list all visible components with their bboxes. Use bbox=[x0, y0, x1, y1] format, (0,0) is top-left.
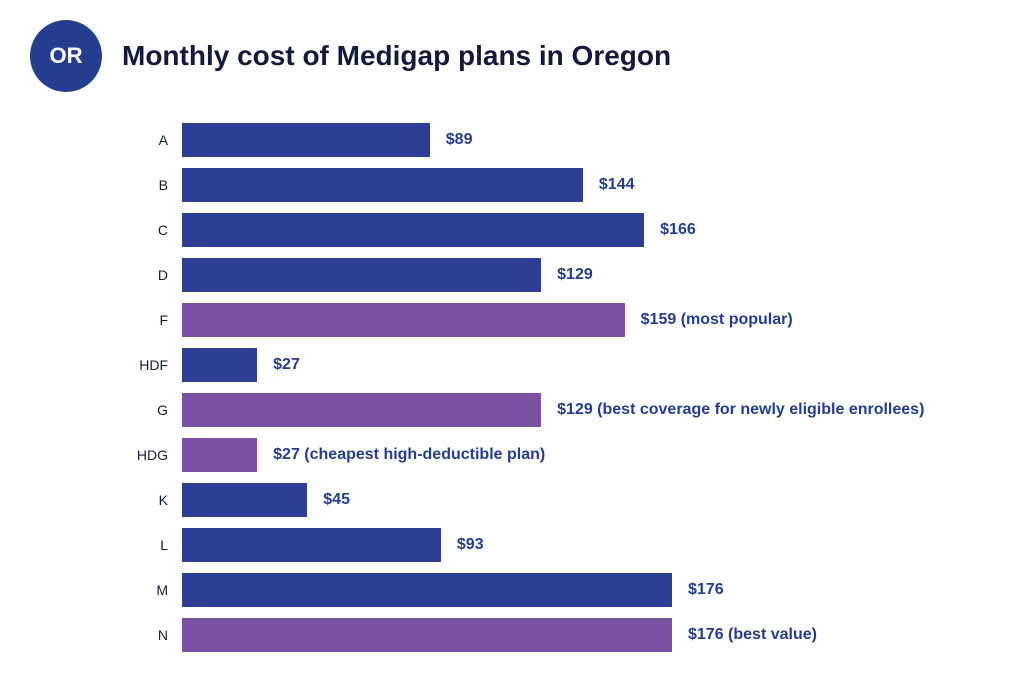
bar-row: HDG $27 (cheapest high-deductible plan) bbox=[122, 432, 994, 477]
bar-chart: A $89 B $144 C $166 D $129 F $159 (most popular) H… bbox=[122, 117, 994, 657]
bar-row: G $129 (best coverage for newly eligible … bbox=[122, 387, 994, 432]
bar-category-label: HDF bbox=[122, 357, 182, 373]
chart-title: Monthly cost of Medigap plans in Oregon bbox=[122, 40, 671, 72]
bar-row: L $93 bbox=[122, 522, 994, 567]
bar-category-label: A bbox=[122, 132, 182, 148]
bar bbox=[182, 123, 430, 157]
bar-value-label: $27 bbox=[257, 356, 300, 374]
bar-category-label: K bbox=[122, 492, 182, 508]
bar-row: C $166 bbox=[122, 207, 994, 252]
bar bbox=[182, 528, 441, 562]
bar-value-label: $176 (best value) bbox=[672, 626, 817, 644]
bar-value-label: $93 bbox=[441, 536, 484, 554]
bar-row: K $45 bbox=[122, 477, 994, 522]
bar-value-label: $166 bbox=[644, 221, 696, 239]
bar bbox=[182, 168, 583, 202]
bar bbox=[182, 213, 644, 247]
bar-row: B $144 bbox=[122, 162, 994, 207]
bar-category-label: G bbox=[122, 402, 182, 418]
bar-row: N $176 (best value) bbox=[122, 612, 994, 657]
chart-header: OR Monthly cost of Medigap plans in Oreg… bbox=[30, 20, 994, 92]
bar-category-label: N bbox=[122, 627, 182, 643]
bar bbox=[182, 393, 541, 427]
bar-row: HDF $27 bbox=[122, 342, 994, 387]
bar-row: M $176 bbox=[122, 567, 994, 612]
bar-category-label: L bbox=[122, 537, 182, 553]
bar-row: D $129 bbox=[122, 252, 994, 297]
bar-category-label: M bbox=[122, 582, 182, 598]
bar bbox=[182, 348, 257, 382]
bar bbox=[182, 258, 541, 292]
bar-value-label: $89 bbox=[430, 131, 473, 149]
state-badge: OR bbox=[30, 20, 102, 92]
bar-value-label: $129 (best coverage for newly eligible e… bbox=[541, 401, 924, 419]
bar-value-label: $129 bbox=[541, 266, 593, 284]
bar-value-label: $45 bbox=[307, 491, 350, 509]
bar bbox=[182, 483, 307, 517]
bar bbox=[182, 303, 625, 337]
bar bbox=[182, 438, 257, 472]
bar-value-label: $27 (cheapest high-deductible plan) bbox=[257, 446, 545, 464]
bar bbox=[182, 618, 672, 652]
state-badge-text: OR bbox=[50, 43, 83, 69]
bar-category-label: D bbox=[122, 267, 182, 283]
bar-category-label: B bbox=[122, 177, 182, 193]
bar-category-label: F bbox=[122, 312, 182, 328]
bar-category-label: C bbox=[122, 222, 182, 238]
bar-value-label: $159 (most popular) bbox=[625, 311, 793, 329]
bar bbox=[182, 573, 672, 607]
bar-value-label: $176 bbox=[672, 581, 724, 599]
bar-category-label: HDG bbox=[122, 447, 182, 463]
bar-row: A $89 bbox=[122, 117, 994, 162]
bar-value-label: $144 bbox=[583, 176, 635, 194]
bar-row: F $159 (most popular) bbox=[122, 297, 994, 342]
